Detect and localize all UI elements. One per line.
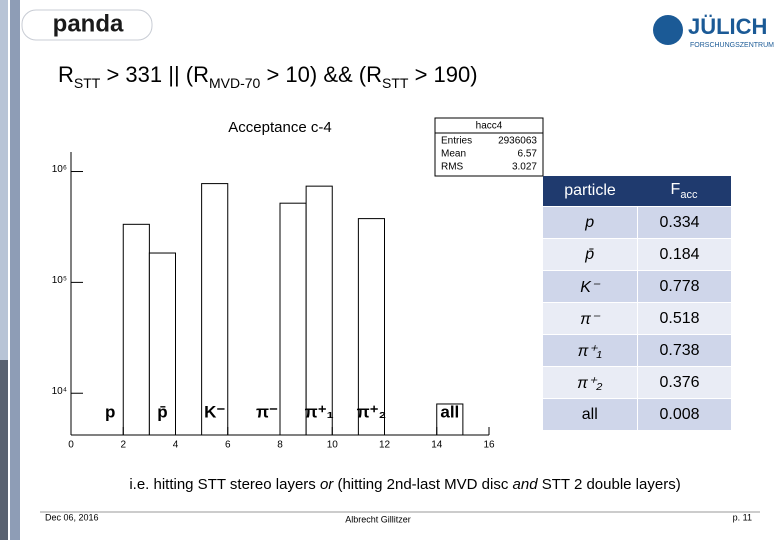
logo-ring xyxy=(21,9,153,41)
caption-text: (hitting 2nd-last MVD disc xyxy=(333,476,513,493)
stats-box xyxy=(434,117,544,177)
header-sub: acc xyxy=(680,189,698,201)
stats-value: 2936063 xyxy=(498,136,537,147)
particle-cell: π⁻ xyxy=(543,302,637,335)
bar xyxy=(305,185,333,436)
header-main: F xyxy=(670,181,681,198)
x-tick-label: 2 xyxy=(120,440,126,451)
value-cell: 0.778 xyxy=(636,270,731,303)
caption-text: STT 2 double layers) xyxy=(537,476,681,493)
x-tick-label: 6 xyxy=(225,440,231,451)
juelich-sub: FORSCHUNGSZENTRUM xyxy=(690,42,774,49)
slide-title: RSTT > 331 || (RMVD-70 > 10) && (RSTT > … xyxy=(58,62,478,91)
stats-value: 3.027 xyxy=(512,162,537,173)
y-tick-label: 10⁵ xyxy=(52,275,67,286)
juelich-logo: JÜLICH xyxy=(688,14,767,39)
bar xyxy=(436,403,464,436)
stats-name: hacc4 xyxy=(476,121,503,132)
particle-cell: π⁺₂ xyxy=(543,366,637,399)
table-row: p̄ 0.184 xyxy=(543,238,731,271)
bar-label: π⁺₁ xyxy=(305,402,334,421)
footer-page: p. 11 xyxy=(733,512,752,522)
bar xyxy=(201,183,229,436)
x-tick-label: 16 xyxy=(483,440,495,451)
bar-label: p xyxy=(105,402,115,421)
bar xyxy=(357,218,385,436)
x-tick-label: 4 xyxy=(173,440,179,451)
bar-label: π⁺₂ xyxy=(357,402,387,421)
table-row: π⁺₂ 0.376 xyxy=(543,366,731,399)
x-tick-label: 12 xyxy=(379,440,391,451)
table-row: π⁺₁ 0.738 xyxy=(543,334,731,367)
header-cell: particle xyxy=(543,176,637,207)
title-subscript: MVD-70 xyxy=(209,75,261,91)
bar xyxy=(279,202,307,436)
caption-text: and xyxy=(512,476,538,493)
caption-text: i.e. hitting STT stereo layers xyxy=(129,476,320,493)
title-subscript: STT xyxy=(73,75,101,91)
caption: i.e. hitting STT stereo layers or (hitti… xyxy=(0,476,780,493)
particle-cell: all xyxy=(543,398,637,430)
x-tick-label: 0 xyxy=(68,440,74,451)
table-row: all 0.008 xyxy=(543,398,731,430)
table-row: p 0.334 xyxy=(543,206,731,239)
x-tick-label: 14 xyxy=(431,440,443,451)
value-cell: 0.376 xyxy=(636,366,731,399)
title-text: > 10) && (R xyxy=(260,62,383,87)
acceptance-table: particle Facc p 0.334 p̄ 0.184 K⁻ 0.778 π⁻ 0.518 π… xyxy=(543,176,731,430)
table-header: particle Facc xyxy=(543,176,731,207)
footer-author: Albrecht Gillitzer xyxy=(345,514,411,524)
bar-label: π⁻ xyxy=(256,402,278,421)
value-cell: 0.738 xyxy=(636,334,731,367)
bar-label: all xyxy=(440,402,459,421)
particle-cell: p̄ xyxy=(543,238,637,271)
bar-label: K⁻ xyxy=(204,402,225,421)
side-strip xyxy=(0,360,8,540)
y-tick-label: 10⁴ xyxy=(52,386,67,397)
stats-key: RMS xyxy=(441,162,464,173)
title-subscript: STT xyxy=(382,75,409,91)
title-text: > 190) xyxy=(408,62,478,87)
particle-cell: K⁻ xyxy=(543,270,637,303)
title-text: R xyxy=(58,62,74,87)
value-cell: 0.518 xyxy=(636,302,731,335)
panda-logo: panda xyxy=(53,10,124,37)
histogram: Acceptance c-4 0 2 4 6 8 10 12 14 16 10⁴ 10⁵ 10⁶ p p̄ K… xyxy=(52,117,544,451)
stats-key: Mean xyxy=(441,149,466,160)
title-text: > 331 || (R xyxy=(100,62,209,87)
x-tick-label: 10 xyxy=(327,440,339,451)
side-strip xyxy=(0,0,8,540)
chart-title: Acceptance c-4 xyxy=(228,119,331,136)
value-cell: 0.334 xyxy=(636,206,731,239)
x-tick-label: 8 xyxy=(277,440,283,451)
value-cell: 0.008 xyxy=(636,398,731,430)
stats-key: Entries xyxy=(441,136,472,147)
juelich-emblem xyxy=(653,15,683,45)
table-row: K⁻ 0.778 xyxy=(543,270,731,303)
particle-cell: π⁺₁ xyxy=(543,334,637,367)
bar xyxy=(148,252,176,436)
bar xyxy=(122,223,150,436)
stats-value: 6.57 xyxy=(518,149,538,160)
caption-text: or xyxy=(319,476,334,493)
header-cell: Facc xyxy=(637,176,731,207)
value-cell: 0.184 xyxy=(636,238,731,271)
side-strip xyxy=(10,0,20,540)
table-row: π⁻ 0.518 xyxy=(543,302,731,335)
particle-cell: p xyxy=(543,206,637,239)
bar-label: p̄ xyxy=(157,402,167,421)
footer-date: Dec 06, 2016 xyxy=(45,512,99,522)
y-tick-label: 10⁶ xyxy=(52,164,67,175)
